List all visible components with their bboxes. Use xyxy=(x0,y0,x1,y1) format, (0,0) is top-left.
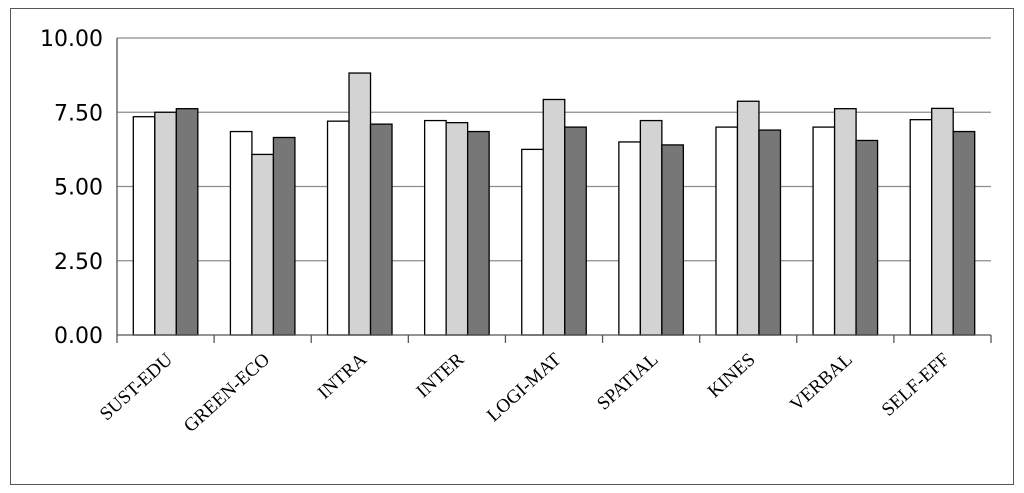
y-tick-label: 10.00 xyxy=(40,27,103,52)
bar xyxy=(661,144,685,336)
x-tick-label: VERBAL xyxy=(786,349,857,415)
bar xyxy=(272,136,296,336)
x-tick-label: SELF-EFF xyxy=(878,349,954,420)
bar xyxy=(639,119,663,336)
x-tick-label: INTER xyxy=(413,349,469,402)
y-tick-label: 5.00 xyxy=(54,176,103,201)
bar xyxy=(175,108,199,336)
x-tick-label: KINES xyxy=(704,349,760,402)
bars xyxy=(132,72,976,336)
x-axis-ticks: SUST-EDU GREEN-ECO INTRA INTER LOGI-MAT SPATI… xyxy=(96,349,954,437)
bar xyxy=(466,130,490,336)
bar xyxy=(423,119,447,336)
x-tick-label: LOGI-MAT xyxy=(483,349,566,426)
x-tick-label: SPATIAL xyxy=(593,349,662,414)
bar xyxy=(833,108,857,336)
bar xyxy=(855,139,879,336)
bar xyxy=(812,126,836,336)
bar xyxy=(542,98,566,336)
bar xyxy=(521,148,544,336)
bar xyxy=(736,100,760,336)
bar xyxy=(715,126,739,336)
bar xyxy=(931,107,954,336)
bar xyxy=(564,126,587,336)
bar xyxy=(909,119,933,336)
chart-frame: 0.00 2.50 5.00 7.50 10.00 SUST-EDU GREEN-ECO I… xyxy=(10,8,1014,485)
y-tick-label: 0.00 xyxy=(54,324,103,349)
bar xyxy=(132,116,156,336)
x-tick-label: GREEN-ECO xyxy=(180,349,274,437)
y-tick-label: 7.50 xyxy=(54,101,103,126)
bar xyxy=(445,121,469,336)
axes xyxy=(116,38,992,343)
bar xyxy=(251,153,275,336)
x-tick-label: SUST-EDU xyxy=(96,349,177,425)
bar xyxy=(326,120,350,336)
bar xyxy=(758,129,782,336)
bar-chart: 0.00 2.50 5.00 7.50 10.00 SUST-EDU GREEN-ECO I… xyxy=(40,27,992,437)
y-axis-ticks: 0.00 2.50 5.00 7.50 10.00 xyxy=(40,27,103,349)
bar xyxy=(952,130,976,336)
bar xyxy=(618,141,642,336)
bar xyxy=(348,72,372,336)
x-tick-label: INTRA xyxy=(314,349,371,404)
bar xyxy=(229,130,253,336)
bar xyxy=(154,111,177,336)
bar xyxy=(369,123,393,336)
y-tick-label: 2.50 xyxy=(54,250,103,275)
